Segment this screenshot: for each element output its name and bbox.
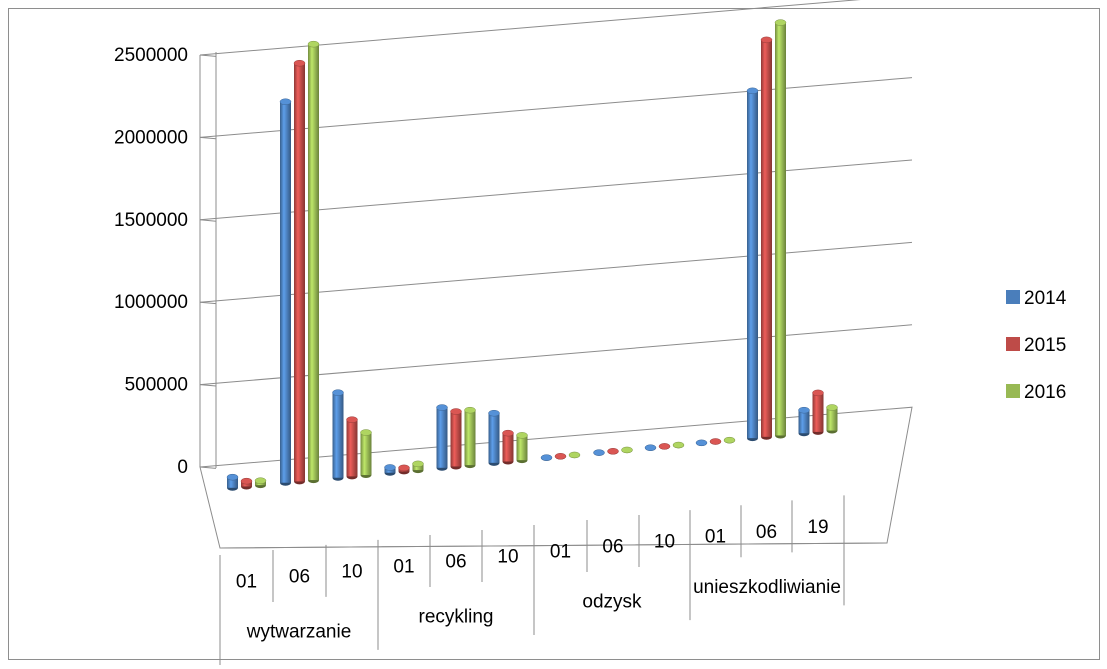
bar: [346, 416, 358, 480]
gridline: [199, 77, 913, 138]
legend: 2014 2015 2016: [1006, 288, 1067, 403]
group-label: wytwarzanie: [246, 621, 352, 642]
legend-label: 2014: [1024, 288, 1067, 309]
gridline-side: [199, 219, 217, 222]
bar: [226, 473, 239, 491]
bar: [760, 36, 773, 440]
legend-item: 2014: [1006, 288, 1067, 309]
bar: [812, 389, 824, 435]
bar: [568, 451, 581, 459]
group-label: recykling: [419, 606, 494, 627]
bar: [412, 460, 424, 474]
bar: [746, 87, 759, 442]
bar: [723, 436, 736, 444]
category-label: 10: [654, 532, 675, 553]
gridline: [199, 324, 913, 386]
gridline: [199, 159, 913, 221]
y-tick-label: 1500000: [114, 210, 188, 231]
category-label: 01: [705, 527, 726, 548]
bar: [464, 406, 476, 469]
bar: [607, 448, 619, 455]
category-label: 10: [497, 546, 518, 567]
bar: [709, 438, 722, 445]
y-tick-label: 1000000: [114, 292, 188, 313]
bar: [450, 408, 462, 470]
bar: [332, 389, 344, 481]
gridline-side: [199, 384, 217, 387]
legend-label: 2015: [1024, 335, 1066, 356]
bar: [672, 441, 685, 449]
bar: [398, 464, 410, 475]
category-label: 01: [236, 571, 257, 592]
legend-swatch: [1006, 384, 1020, 398]
bar: [593, 449, 605, 456]
legend-swatch: [1006, 337, 1020, 351]
bar: [516, 432, 528, 464]
axes: [199, 52, 913, 665]
y-tick-label: 0: [177, 457, 188, 478]
legend-item: 2016: [1006, 382, 1066, 403]
bar: [254, 477, 267, 489]
legend-swatch: [1006, 290, 1020, 304]
bar: [658, 443, 671, 450]
bar: [360, 429, 372, 479]
gridline-side: [199, 301, 217, 305]
legend-label: 2016: [1024, 382, 1066, 403]
category-label: 19: [807, 517, 828, 538]
bar: [502, 429, 514, 465]
y-tick-label: 500000: [125, 375, 188, 396]
category-label: 06: [289, 566, 310, 587]
group-label: unieszkodliwianie: [693, 577, 841, 598]
bar: [436, 404, 448, 471]
gridline-side: [199, 136, 217, 140]
bar: [644, 444, 657, 451]
gridline: [199, 0, 861, 56]
gridline-side: [199, 54, 217, 57]
y-tick-label: 2500000: [114, 45, 188, 66]
category-label: 06: [445, 551, 466, 572]
category-baseline: [219, 542, 888, 549]
gridlines: [199, 0, 913, 469]
legend-item: 2015: [1006, 335, 1066, 356]
bar: [798, 406, 810, 437]
bar: [621, 446, 633, 454]
bar: [279, 98, 292, 486]
category-label: 01: [393, 556, 414, 577]
gridline: [199, 241, 913, 303]
y-tick-label: 2000000: [114, 127, 188, 148]
bar: [488, 409, 500, 466]
bar: [554, 453, 567, 460]
group-label: odzysk: [582, 592, 642, 613]
chart-frame: [8, 8, 1100, 660]
bar: [540, 454, 553, 461]
category-label: 01: [550, 541, 571, 562]
axis-labels: 0 500000 1000000 1500000 2000000 2500000 01 06 1…: [114, 45, 841, 642]
bar: [293, 59, 306, 485]
bar: [307, 40, 320, 484]
bar: [695, 439, 708, 447]
bar: [240, 477, 253, 490]
bar: [774, 19, 787, 439]
bar: [826, 404, 838, 434]
bars: [226, 19, 838, 491]
category-label: 10: [341, 561, 362, 582]
category-label: 06: [602, 536, 623, 557]
category-label: 06: [756, 522, 777, 543]
bar: [384, 464, 396, 476]
